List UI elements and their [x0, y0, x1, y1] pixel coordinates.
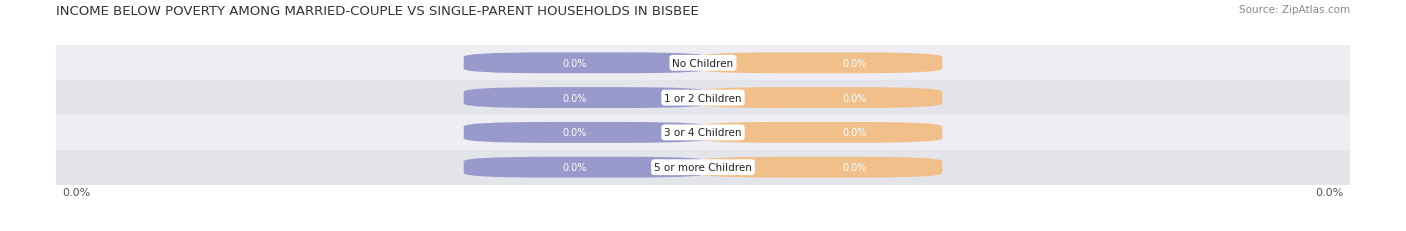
Text: 0.0%: 0.0% [842, 128, 866, 138]
Text: 0.0%: 0.0% [63, 188, 91, 198]
FancyBboxPatch shape [464, 157, 710, 178]
Text: 0.0%: 0.0% [562, 162, 588, 173]
Text: 0.0%: 0.0% [1315, 188, 1343, 198]
Bar [56, 81, 1350, 116]
FancyBboxPatch shape [464, 53, 710, 74]
Text: INCOME BELOW POVERTY AMONG MARRIED-COUPLE VS SINGLE-PARENT HOUSEHOLDS IN BISBEE: INCOME BELOW POVERTY AMONG MARRIED-COUPL… [56, 5, 699, 18]
Text: 5 or more Children: 5 or more Children [654, 162, 752, 173]
FancyBboxPatch shape [696, 157, 942, 178]
Text: 0.0%: 0.0% [842, 162, 866, 173]
Text: No Children: No Children [672, 58, 734, 69]
Text: 0.0%: 0.0% [842, 93, 866, 103]
Bar [56, 150, 1350, 185]
Bar [56, 116, 1350, 150]
Bar [56, 46, 1350, 81]
FancyBboxPatch shape [464, 88, 710, 109]
Text: 0.0%: 0.0% [562, 58, 588, 69]
FancyBboxPatch shape [696, 122, 942, 143]
FancyBboxPatch shape [464, 122, 710, 143]
Text: 0.0%: 0.0% [562, 128, 588, 138]
Text: 3 or 4 Children: 3 or 4 Children [664, 128, 742, 138]
FancyBboxPatch shape [696, 53, 942, 74]
Text: 0.0%: 0.0% [562, 93, 588, 103]
Text: 0.0%: 0.0% [842, 58, 866, 69]
Text: 1 or 2 Children: 1 or 2 Children [664, 93, 742, 103]
Text: Source: ZipAtlas.com: Source: ZipAtlas.com [1239, 5, 1350, 15]
FancyBboxPatch shape [696, 88, 942, 109]
